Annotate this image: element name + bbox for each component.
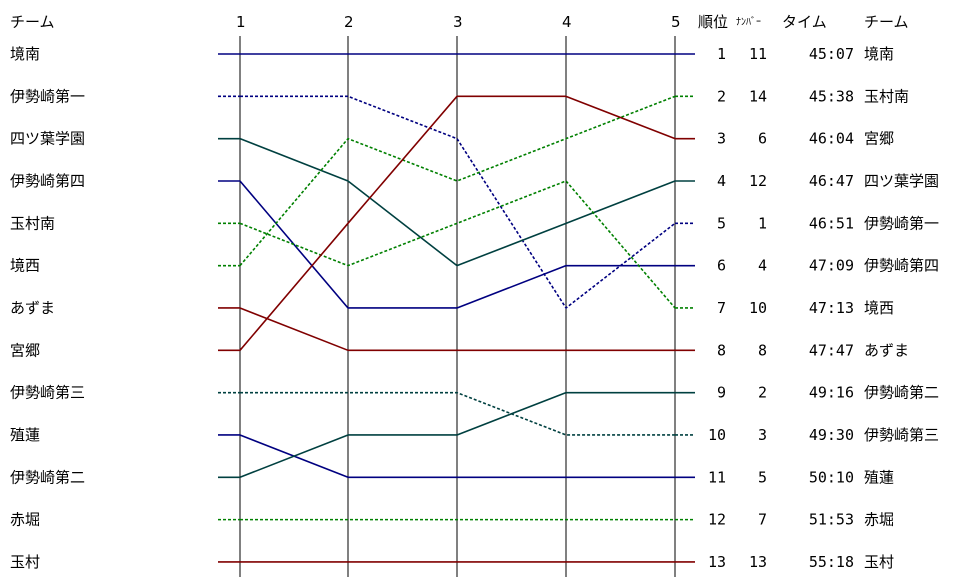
stage-tick-label: 5: [671, 13, 681, 31]
series-line: [239, 391, 675, 479]
start-team-label: 玉村南: [10, 214, 55, 232]
series-line: [239, 307, 675, 352]
result-rank: 8: [717, 341, 726, 359]
result-team: 四ツ葉学園: [864, 172, 939, 190]
result-number: 13: [749, 553, 767, 571]
stage-gridlines: [239, 36, 676, 577]
result-time: 49:30: [809, 426, 854, 444]
result-number: 7: [758, 511, 767, 529]
series-line: [239, 95, 676, 267]
result-number: 11: [749, 45, 767, 63]
result-team: 宮郷: [864, 130, 894, 148]
start-team-label: 宮郷: [10, 341, 40, 359]
header-rank: 順位: [698, 13, 728, 31]
start-team-labels: 境南伊勢崎第一四ツ葉学園伊勢崎第四玉村南境西あずま宮郷伊勢崎第三殖蓮伊勢崎第二赤…: [10, 45, 85, 571]
header-number: ﾅﾝﾊﾞｰ: [736, 16, 761, 28]
result-time: 46:51: [809, 214, 854, 232]
result-time: 45:07: [809, 45, 854, 63]
result-rank: 10: [708, 426, 726, 444]
header-team-right: チーム: [864, 13, 909, 31]
result-rank: 7: [717, 299, 726, 317]
result-time: 49:16: [809, 384, 854, 402]
result-number: 5: [758, 468, 767, 486]
series-line: [239, 137, 676, 267]
result-number: 6: [758, 130, 767, 148]
result-time: 46:04: [809, 130, 854, 148]
result-rank: 6: [717, 257, 726, 275]
start-team-label: 赤堀: [10, 511, 40, 529]
result-team: 伊勢崎第四: [864, 257, 939, 275]
series-line: [240, 391, 675, 436]
result-number: 12: [749, 172, 767, 190]
result-time: 50:10: [809, 468, 854, 486]
result-number: 8: [758, 341, 767, 359]
start-team-label: 伊勢崎第四: [10, 172, 85, 190]
series-line: [239, 95, 676, 351]
result-number: 2: [758, 384, 767, 402]
result-team: 殖蓮: [864, 468, 894, 486]
result-time: 47:09: [809, 257, 854, 275]
result-number: 3: [758, 426, 767, 444]
start-team-label: 境西: [10, 257, 40, 275]
result-team: 赤堀: [864, 511, 894, 529]
stage-tick-labels: 1 2 3 4 5: [236, 13, 681, 31]
result-team: 伊勢崎第三: [864, 426, 939, 444]
result-team: 玉村: [864, 553, 894, 571]
result-rank: 13: [708, 553, 726, 571]
start-team-label: 伊勢崎第二: [10, 468, 85, 486]
series-line: [240, 95, 676, 309]
stage-tick-label: 2: [344, 13, 354, 31]
result-rank: 12: [708, 511, 726, 529]
result-rank: 4: [717, 172, 726, 190]
series-line: [239, 180, 676, 309]
result-rank: 2: [717, 87, 726, 105]
result-time: 45:38: [809, 87, 854, 105]
result-rank: 1: [717, 45, 726, 63]
stage-tick-label: 3: [453, 13, 463, 31]
result-team: 境南: [864, 45, 894, 63]
result-time: 46:47: [809, 172, 854, 190]
series-line: [239, 434, 675, 479]
result-time: 51:53: [809, 511, 854, 529]
result-number: 10: [749, 299, 767, 317]
result-time: 47:47: [809, 341, 854, 359]
start-team-label: 境南: [10, 45, 40, 63]
start-team-label: 伊勢崎第三: [10, 384, 85, 402]
result-team: あずま: [864, 341, 909, 359]
result-number: 4: [758, 257, 767, 275]
series-lines: [239, 53, 676, 563]
start-team-label: 四ツ葉学園: [10, 130, 85, 148]
stage-tick-label: 4: [562, 13, 572, 31]
result-time: 47:13: [809, 299, 854, 317]
start-team-label: 伊勢崎第一: [10, 87, 85, 105]
result-time: 55:18: [809, 553, 854, 571]
result-number: 1: [758, 214, 767, 232]
result-team: 境西: [864, 299, 894, 317]
result-team: 伊勢崎第二: [864, 384, 939, 402]
start-team-label: 殖蓮: [10, 426, 40, 444]
header-team-left: チーム: [10, 13, 55, 31]
result-number: 14: [749, 87, 767, 105]
result-rank: 11: [708, 468, 726, 486]
start-team-label: 玉村: [10, 553, 40, 571]
end-stubs: [218, 53, 695, 563]
stage-tick-label: 1: [236, 13, 246, 31]
result-rank: 3: [717, 130, 726, 148]
header-time: タイム: [782, 13, 827, 31]
result-rank: 5: [717, 214, 726, 232]
result-team: 伊勢崎第一: [864, 214, 939, 232]
result-rank: 9: [717, 384, 726, 402]
start-team-label: あずま: [10, 299, 55, 317]
result-team: 玉村南: [864, 87, 909, 105]
